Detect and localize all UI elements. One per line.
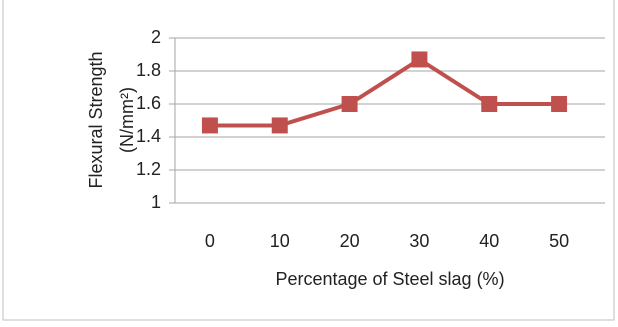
x-axis-title: Percentage of Steel slag (%) bbox=[275, 269, 504, 289]
y-tick-label: 1.4 bbox=[136, 126, 161, 146]
data-point bbox=[271, 117, 288, 134]
data-point bbox=[411, 51, 428, 68]
y-axis-title: Flexural Strength bbox=[86, 51, 106, 188]
x-tick-label: 10 bbox=[270, 231, 290, 251]
data-point bbox=[551, 96, 568, 112]
data-point bbox=[201, 117, 218, 134]
x-tick-label: 30 bbox=[409, 231, 429, 251]
y-tick-label: 1.2 bbox=[136, 159, 161, 179]
x-tick-label: 40 bbox=[479, 231, 499, 251]
data-line bbox=[209, 57, 560, 128]
y-tick-label: 2 bbox=[151, 27, 161, 47]
data-point bbox=[481, 96, 498, 112]
x-tick-label: 50 bbox=[549, 231, 569, 251]
data-point bbox=[341, 96, 358, 112]
y-tick-label: 1.6 bbox=[136, 93, 161, 113]
y-tick-label: 1.8 bbox=[136, 60, 161, 80]
y-axis-title: (N/mm²) bbox=[117, 87, 137, 153]
chart-frame bbox=[2, 0, 615, 321]
x-tick-label: 0 bbox=[205, 231, 215, 251]
y-tick-label: 1 bbox=[151, 192, 161, 212]
x-tick-label: 20 bbox=[340, 231, 360, 251]
